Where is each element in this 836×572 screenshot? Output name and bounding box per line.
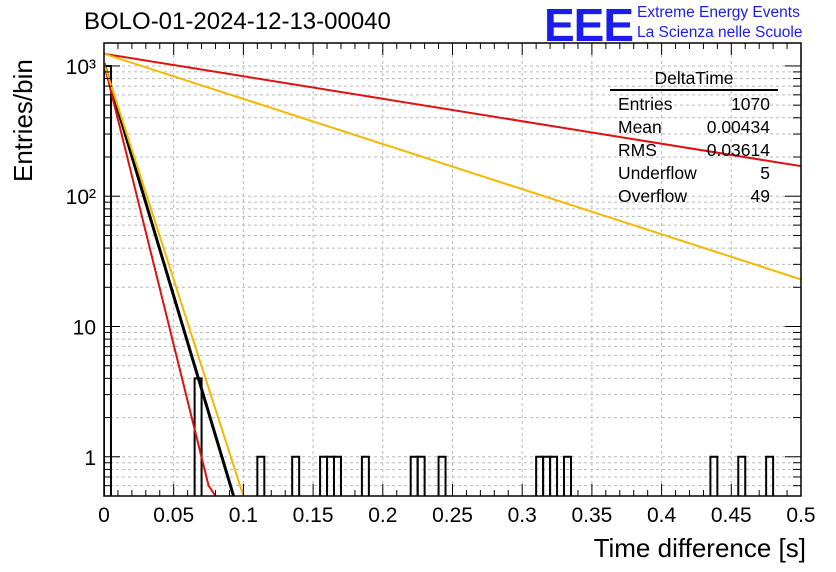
x-tick-label: 0.3 [508,504,537,527]
stats-value: 0.00434 [706,117,770,137]
fit-curve [104,52,801,281]
histogram-bin [563,455,572,496]
fit-curve [104,52,801,168]
y-axis-label: Entries/bin [8,59,38,182]
x-tick-label: 0.1 [229,504,258,527]
histogram-bin [256,455,266,496]
stats-row-entries: Entries 1070 [610,93,778,116]
stats-label: Overflow [618,186,688,206]
histogram-bin [737,455,747,496]
histogram-bin [333,455,342,496]
stats-divider [610,89,778,91]
histogram-bin [765,455,775,496]
chart-title: BOLO-01-2024-12-13-00040 [84,8,391,35]
stats-label: Entries [618,94,673,114]
x-tick-label: 0.2 [368,504,397,527]
x-tick-label: 0.05 [153,504,194,527]
y-tick-label: 10² [66,186,96,209]
stats-title: DeltaTime [654,68,734,88]
x-tick-label: 0.35 [571,504,612,527]
histogram-bin [416,455,426,496]
stats-value: 0.03614 [706,140,770,160]
stats-value: 5 [760,163,770,183]
fit-curve [104,62,217,496]
logo-caption-line1: Extreme Energy Events [637,4,800,21]
stats-label: Mean [618,117,662,137]
stats-box: DeltaTime Entries 1070 Mean 0.00434 RMS … [610,68,778,208]
histogram-bin [360,455,370,496]
x-tick-label: 0 [98,504,110,527]
logo-caption-line2: La Scienza nelle Scuole [637,24,803,41]
stats-value: 49 [750,186,770,206]
stats-label: Underflow [618,163,697,183]
x-tick-label: 0.25 [432,504,473,527]
stats-row-mean: Mean 0.00434 [610,116,778,139]
logo-caption: Extreme Energy Events La Scienza nelle S… [637,3,802,43]
histogram-bin [291,455,301,496]
axis-ticks [103,43,802,496]
stats-row-overflow: Overflow 49 [610,185,778,208]
stats-value: 1070 [731,94,770,114]
histogram-bin [437,455,447,496]
stats-row-rms: RMS 0.03614 [610,139,778,162]
y-tick-label: 10³ [66,56,96,79]
histogram-bin [104,64,112,496]
x-tick-label: 0.15 [293,504,334,527]
stats-row-underflow: Underflow 5 [610,162,778,185]
y-tick-label: 10 [73,317,96,340]
x-tick-label: 0.45 [711,504,752,527]
fit-curve [104,62,236,496]
eee-logo: EEE [544,0,634,51]
histogram-bin [549,455,559,496]
stats-label: RMS [618,140,657,160]
fit-curve [104,62,245,496]
x-tick-label: 0.4 [647,504,677,527]
y-tick-label: 1 [84,447,96,470]
x-tick-label: 0.5 [786,504,815,527]
histogram-bin [709,455,719,496]
x-axis-label: Time difference [s] [593,533,806,563]
